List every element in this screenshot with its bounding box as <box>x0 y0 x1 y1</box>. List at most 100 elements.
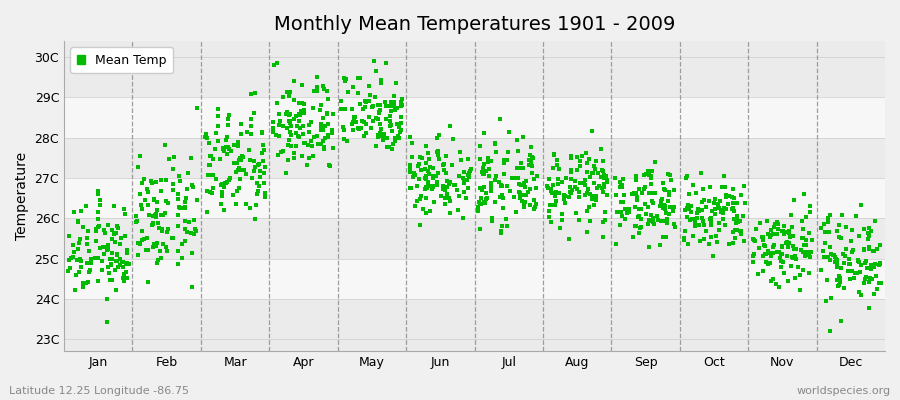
Point <box>421 180 436 187</box>
Point <box>358 121 373 128</box>
Point <box>74 258 88 264</box>
Point <box>832 273 846 279</box>
Point <box>171 260 185 267</box>
Point <box>512 181 526 187</box>
Point <box>634 216 648 223</box>
Point <box>313 126 328 133</box>
Point <box>770 249 785 256</box>
Point <box>208 146 222 152</box>
Point <box>834 235 849 241</box>
Point <box>100 319 114 325</box>
Point <box>658 186 672 193</box>
Point <box>287 78 302 84</box>
Point <box>387 99 401 106</box>
Point <box>432 156 446 162</box>
Point <box>165 234 179 241</box>
Point <box>248 90 263 96</box>
Point <box>78 203 93 209</box>
Point <box>653 218 668 224</box>
Point <box>862 278 877 285</box>
Bar <box>64 98 885 138</box>
Point <box>655 196 670 202</box>
Point <box>133 191 148 197</box>
Point <box>633 224 647 231</box>
Point <box>843 275 858 282</box>
Point <box>556 196 571 203</box>
Point <box>599 179 614 186</box>
Point <box>646 214 661 221</box>
Point <box>248 215 262 222</box>
Point <box>497 157 511 163</box>
Point <box>591 170 606 177</box>
Point <box>842 256 856 262</box>
Point <box>256 147 271 154</box>
Point <box>234 153 248 160</box>
Point <box>518 192 533 198</box>
Point <box>626 234 640 240</box>
Point <box>632 230 646 236</box>
Point <box>697 222 711 228</box>
Point <box>783 234 797 240</box>
Point <box>656 202 670 208</box>
Point <box>622 208 636 214</box>
Point <box>295 153 310 159</box>
Point <box>158 141 172 148</box>
Point <box>227 160 241 167</box>
Point <box>688 189 703 196</box>
Point <box>842 261 857 268</box>
Point <box>758 243 772 250</box>
Point <box>505 175 519 182</box>
Point <box>762 250 777 256</box>
Point <box>788 275 803 281</box>
Point <box>769 281 783 288</box>
Point <box>704 222 718 228</box>
Point <box>681 191 696 197</box>
Point <box>631 214 645 220</box>
Point <box>733 218 747 224</box>
Point <box>190 104 204 111</box>
Point <box>588 180 602 186</box>
Point <box>596 219 610 225</box>
Point <box>403 162 418 168</box>
Point <box>112 241 127 247</box>
Point <box>520 188 535 195</box>
Point <box>318 122 332 129</box>
Point <box>802 230 816 237</box>
Point <box>863 274 878 281</box>
Point <box>280 88 294 95</box>
Point <box>242 147 256 154</box>
Point <box>178 238 193 244</box>
Point <box>837 260 851 266</box>
Point <box>817 221 832 227</box>
Point <box>232 165 247 171</box>
Point <box>753 220 768 226</box>
Point <box>300 162 314 168</box>
Point <box>730 213 744 220</box>
Point <box>844 238 859 244</box>
Point <box>221 116 236 122</box>
Point <box>483 180 498 186</box>
Point <box>220 179 234 186</box>
Point <box>608 174 622 181</box>
Point <box>284 88 298 95</box>
Point <box>562 184 577 190</box>
Point <box>295 122 310 129</box>
Point <box>479 196 493 202</box>
Point <box>549 198 563 204</box>
Point <box>80 234 94 241</box>
Point <box>382 102 397 109</box>
Point <box>395 102 410 108</box>
Point <box>418 176 433 183</box>
Point <box>477 184 491 190</box>
Point <box>429 149 444 155</box>
Point <box>584 170 598 176</box>
Point <box>133 153 148 159</box>
Point <box>352 126 366 132</box>
Point <box>650 213 664 220</box>
Point <box>503 188 517 194</box>
Point <box>95 258 110 264</box>
Point <box>585 128 599 134</box>
Point <box>598 208 612 215</box>
Point <box>314 141 328 147</box>
Point <box>786 255 800 261</box>
